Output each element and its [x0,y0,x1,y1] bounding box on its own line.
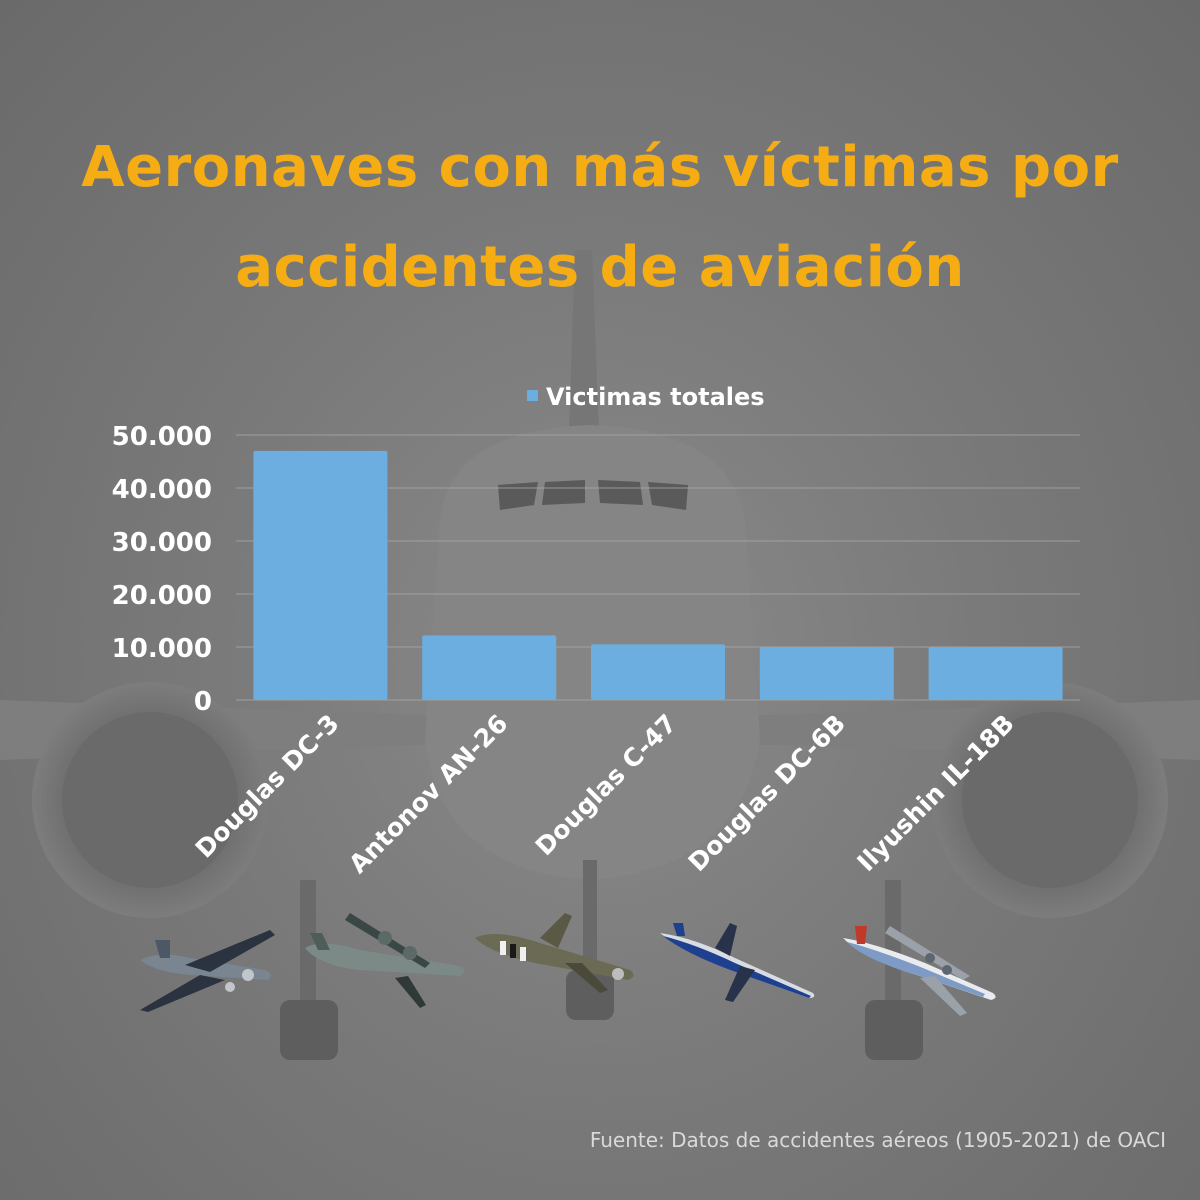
y-tick-label: 0 [194,687,212,717]
y-tick-label: 10.000 [112,634,212,664]
bar [928,647,1063,700]
y-tick-label: 20.000 [112,581,212,611]
douglas-dc-3-plane-icon [140,930,275,1012]
source-note: Fuente: Datos de accidentes aéreos (1905… [589,1128,1166,1152]
douglas-c-47-plane-icon [475,913,634,993]
x-tick-label: Ilyushin IL-18B [851,709,1019,877]
ilyushin-il-18b-plane-icon [843,926,996,1016]
x-tick-label: Antonov AN-26 [343,709,513,879]
chart-title: Aeronaves con más víctimas por accidente… [60,118,1140,318]
legend: Victimas totales [527,383,765,411]
bar [591,644,725,700]
y-axis-tick-labels: 0 10.000 20.000 30.000 40.000 50.000 [112,422,212,717]
legend-label: Victimas totales [546,383,765,411]
bar [422,635,557,700]
douglas-dc-6b-plane-icon [660,923,815,1002]
chart-title-line-2: accidentes de aviación [235,235,965,300]
bar [253,450,388,700]
x-tick-label: Douglas C-47 [530,709,683,862]
x-tick-label: Douglas DC-3 [190,709,345,864]
y-tick-label: 30.000 [112,528,212,558]
legend-swatch [527,390,538,401]
chart-title-line-1: Aeronaves con más víctimas por [81,135,1119,200]
x-tick-label: Douglas DC-6B [683,709,851,877]
bar [759,647,894,700]
antonov-an-26-plane-icon [305,913,464,1008]
bars [253,450,1063,700]
y-tick-label: 50.000 [112,422,212,452]
y-tick-label: 40.000 [112,475,212,505]
